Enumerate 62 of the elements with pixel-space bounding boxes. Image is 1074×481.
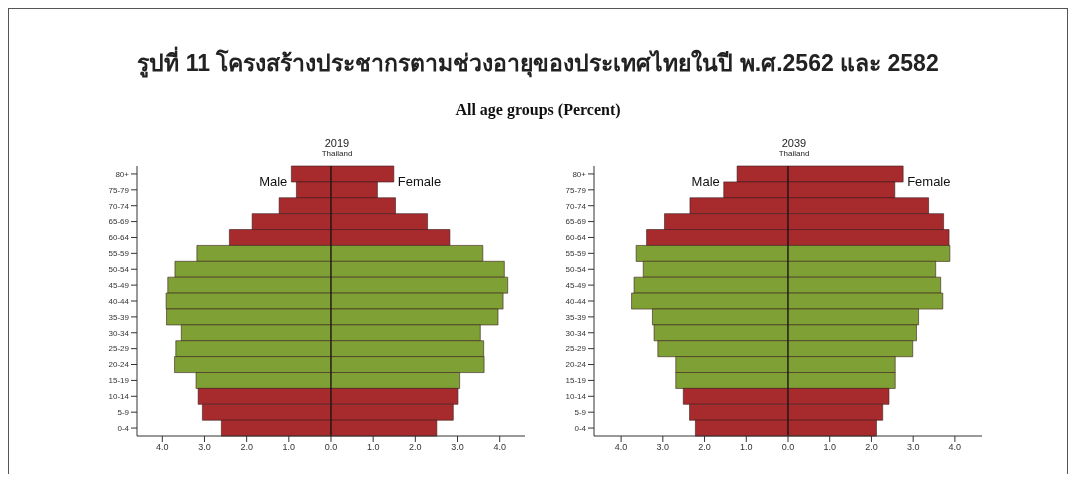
- y-tick-label: 5-9: [117, 408, 130, 418]
- x-tick-label: 2.0: [409, 442, 422, 453]
- y-tick-label: 25-29: [565, 344, 587, 354]
- x-tick-label: 1.0: [366, 442, 380, 453]
- chart-subtitle: Thailand: [777, 149, 811, 158]
- y-tick-label: 60-64: [565, 233, 587, 243]
- y-tick-label: 50-54: [108, 265, 130, 275]
- series-label: Male: [691, 174, 720, 189]
- y-tick-label: 45-49: [108, 280, 130, 290]
- x-tick-label: 0.0: [781, 442, 795, 453]
- chart-subtitle: Thailand: [320, 149, 354, 158]
- x-tick-label: 3.0: [906, 442, 920, 453]
- y-tick-label: 70-74: [565, 201, 587, 211]
- y-tick-label: 15-19: [565, 376, 587, 386]
- y-tick-label: 65-69: [565, 217, 587, 227]
- y-tick-label: 15-19: [108, 376, 130, 386]
- y-tick-label: 80+: [115, 169, 130, 179]
- x-tick-label: 1.0: [282, 442, 296, 453]
- y-tick-label: 40-44: [565, 296, 587, 306]
- y-tick-label: 75-79: [108, 185, 130, 195]
- series-label: Female: [907, 174, 951, 189]
- y-tick-label: 30-34: [108, 328, 130, 338]
- y-tick-label: 0-4: [117, 423, 130, 433]
- y-tick-label: 30-34: [565, 328, 587, 338]
- y-tick-label: 65-69: [108, 217, 130, 227]
- x-tick-label: 4.0: [156, 442, 169, 453]
- y-tick-label: 70-74: [108, 201, 130, 211]
- x-tick-label: 1.0: [740, 442, 753, 453]
- series-label: Female: [397, 174, 442, 189]
- y-tick-label: 80+: [572, 169, 587, 179]
- x-tick-label: 3.0: [198, 442, 211, 453]
- y-tick-label: 50-54: [565, 265, 587, 275]
- y-tick-label: 20-24: [108, 360, 130, 370]
- text: รูปที่ 11 โครงสร้างประชากรตามช่วงอายุของประเทศไทยในปี พ.ศ.2562 และ 2582: [136, 45, 940, 80]
- x-tick-label: 4.0: [493, 442, 506, 453]
- y-tick-label: 35-39: [565, 312, 587, 322]
- y-tick-label: 0-4: [574, 423, 587, 433]
- chart-title: 2039: [780, 137, 808, 149]
- chart-title: 2019: [323, 137, 351, 149]
- x-tick-label: 4.0: [948, 442, 962, 453]
- y-tick-label: 60-64: [108, 233, 130, 243]
- y-tick-label: 55-59: [108, 249, 130, 259]
- y-tick-label: 40-44: [108, 296, 130, 306]
- y-tick-label: 10-14: [565, 392, 587, 402]
- x-tick-label: 3.0: [451, 442, 464, 453]
- text: All age groups (Percent): [454, 101, 622, 119]
- x-tick-label: 2.0: [698, 442, 711, 453]
- x-tick-label: 1.0: [823, 442, 836, 453]
- x-tick-label: 4.0: [614, 442, 628, 453]
- y-tick-label: 5-9: [574, 408, 587, 418]
- x-tick-label: 2.0: [865, 442, 878, 453]
- y-tick-label: 35-39: [108, 312, 130, 322]
- y-tick-label: 20-24: [565, 360, 587, 370]
- y-tick-label: 45-49: [565, 280, 587, 290]
- y-tick-label: 25-29: [108, 344, 130, 354]
- x-tick-label: 0.0: [324, 442, 338, 453]
- series-label: Male: [259, 174, 288, 189]
- x-tick-label: 3.0: [656, 442, 670, 453]
- y-tick-label: 55-59: [565, 249, 587, 259]
- y-tick-label: 10-14: [108, 392, 130, 402]
- x-tick-label: 2.0: [240, 442, 253, 453]
- y-tick-label: 75-79: [565, 185, 587, 195]
